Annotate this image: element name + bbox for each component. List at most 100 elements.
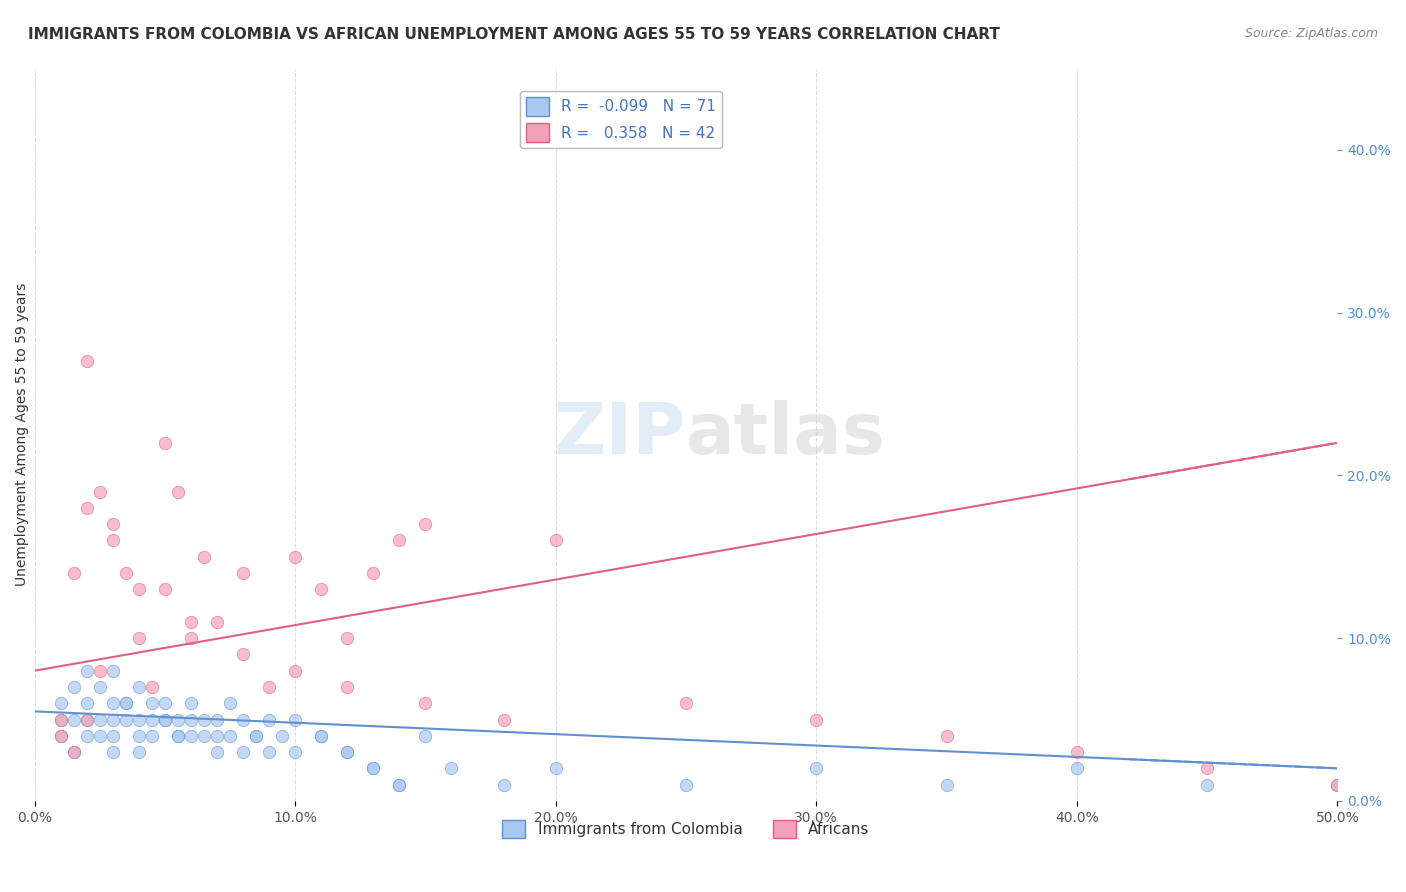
Point bbox=[101, 696, 124, 710]
Point bbox=[62, 745, 84, 759]
Point bbox=[76, 354, 98, 368]
Point bbox=[415, 696, 437, 710]
Point bbox=[167, 729, 190, 743]
Point bbox=[49, 729, 72, 743]
Point bbox=[153, 713, 176, 727]
Point bbox=[114, 713, 136, 727]
Point bbox=[76, 729, 98, 743]
Point bbox=[806, 713, 828, 727]
Point bbox=[76, 664, 98, 678]
Point bbox=[153, 713, 176, 727]
Point bbox=[363, 761, 385, 775]
Point bbox=[141, 680, 163, 694]
Point bbox=[128, 745, 150, 759]
Point bbox=[193, 713, 215, 727]
Point bbox=[101, 729, 124, 743]
Point bbox=[89, 484, 111, 499]
Point bbox=[62, 713, 84, 727]
Point bbox=[284, 549, 307, 564]
Point bbox=[544, 533, 567, 548]
Point bbox=[232, 745, 254, 759]
Point bbox=[128, 631, 150, 645]
Point bbox=[153, 582, 176, 597]
Point bbox=[219, 729, 242, 743]
Point bbox=[114, 566, 136, 580]
Point bbox=[180, 631, 202, 645]
Point bbox=[167, 484, 190, 499]
Point bbox=[257, 713, 280, 727]
Point bbox=[415, 517, 437, 532]
Point bbox=[101, 664, 124, 678]
Point bbox=[153, 435, 176, 450]
Point bbox=[363, 761, 385, 775]
Point bbox=[101, 713, 124, 727]
Point bbox=[114, 696, 136, 710]
Point bbox=[232, 648, 254, 662]
Point bbox=[141, 696, 163, 710]
Point bbox=[219, 696, 242, 710]
Point bbox=[363, 566, 385, 580]
Legend: Immigrants from Colombia, Africans: Immigrants from Colombia, Africans bbox=[496, 814, 876, 845]
Point bbox=[544, 761, 567, 775]
Point bbox=[675, 778, 697, 792]
Point bbox=[440, 761, 463, 775]
Point bbox=[180, 615, 202, 629]
Point bbox=[193, 729, 215, 743]
Point bbox=[76, 696, 98, 710]
Point bbox=[89, 713, 111, 727]
Point bbox=[232, 713, 254, 727]
Point bbox=[492, 713, 515, 727]
Point bbox=[205, 615, 228, 629]
Point bbox=[205, 745, 228, 759]
Point bbox=[205, 713, 228, 727]
Point bbox=[309, 729, 332, 743]
Point bbox=[257, 680, 280, 694]
Point bbox=[388, 778, 411, 792]
Point bbox=[1197, 761, 1219, 775]
Point bbox=[153, 696, 176, 710]
Point bbox=[114, 696, 136, 710]
Point bbox=[49, 713, 72, 727]
Point bbox=[141, 713, 163, 727]
Point bbox=[935, 778, 957, 792]
Point bbox=[89, 729, 111, 743]
Point bbox=[1326, 778, 1348, 792]
Point bbox=[1197, 778, 1219, 792]
Point bbox=[128, 729, 150, 743]
Point bbox=[336, 745, 359, 759]
Point bbox=[415, 729, 437, 743]
Point bbox=[336, 745, 359, 759]
Point bbox=[1066, 761, 1088, 775]
Text: Source: ZipAtlas.com: Source: ZipAtlas.com bbox=[1244, 27, 1378, 40]
Point bbox=[245, 729, 267, 743]
Point bbox=[492, 778, 515, 792]
Point bbox=[128, 582, 150, 597]
Point bbox=[62, 566, 84, 580]
Point bbox=[193, 549, 215, 564]
Point bbox=[49, 713, 72, 727]
Point bbox=[232, 566, 254, 580]
Text: IMMIGRANTS FROM COLOMBIA VS AFRICAN UNEMPLOYMENT AMONG AGES 55 TO 59 YEARS CORRE: IMMIGRANTS FROM COLOMBIA VS AFRICAN UNEM… bbox=[28, 27, 1000, 42]
Point bbox=[388, 533, 411, 548]
Point bbox=[935, 729, 957, 743]
Point bbox=[388, 778, 411, 792]
Point bbox=[49, 696, 72, 710]
Point bbox=[128, 713, 150, 727]
Point bbox=[1326, 778, 1348, 792]
Point bbox=[89, 680, 111, 694]
Point bbox=[806, 761, 828, 775]
Point bbox=[49, 729, 72, 743]
Text: ZIP: ZIP bbox=[554, 401, 686, 469]
Point bbox=[128, 680, 150, 694]
Point bbox=[76, 713, 98, 727]
Point bbox=[141, 729, 163, 743]
Point bbox=[336, 631, 359, 645]
Point bbox=[76, 500, 98, 515]
Point bbox=[675, 696, 697, 710]
Point bbox=[62, 745, 84, 759]
Point bbox=[167, 729, 190, 743]
Point bbox=[101, 745, 124, 759]
Point bbox=[180, 713, 202, 727]
Point bbox=[167, 713, 190, 727]
Point bbox=[271, 729, 294, 743]
